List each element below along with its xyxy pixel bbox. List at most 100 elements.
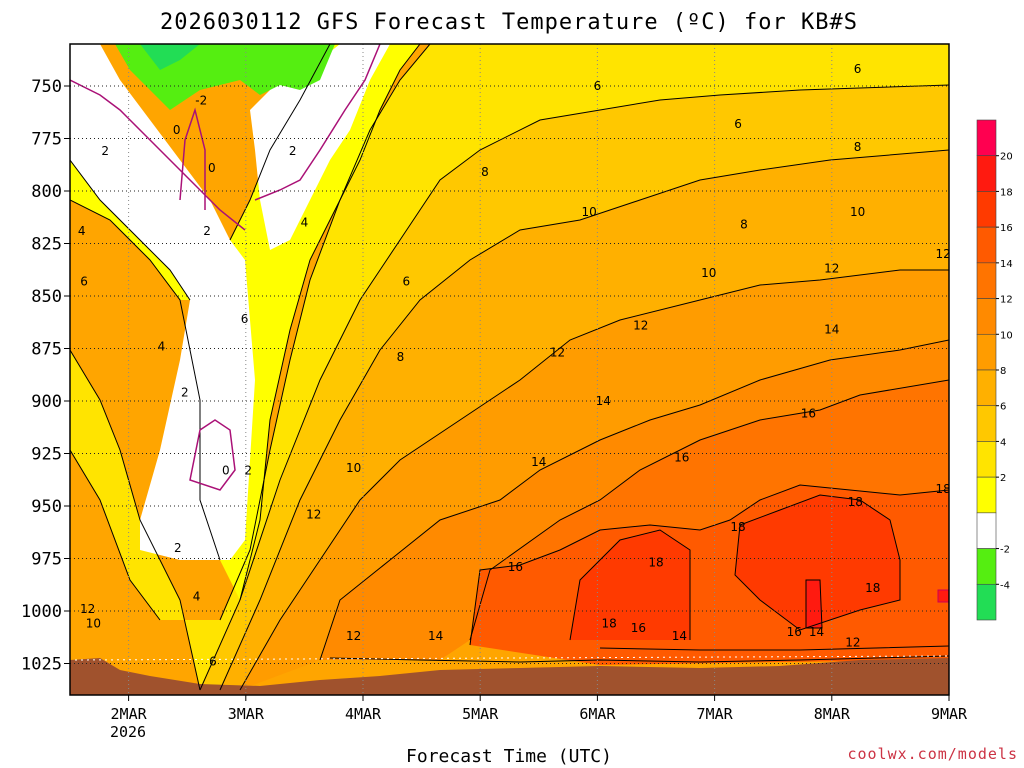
- fill-22: [806, 580, 822, 628]
- y-tick-label: 1000: [21, 602, 62, 622]
- contour-label: 2: [244, 463, 252, 477]
- y-axis: 750 775 800 825 850 875 900 925 950 975 1000 1025: [21, 77, 70, 675]
- fill-22b: [938, 590, 949, 602]
- colorbar-label: 12: [1000, 295, 1013, 306]
- contour-label: 10: [86, 617, 101, 631]
- contour-label: 10: [701, 266, 716, 280]
- contour-label: 12: [306, 507, 321, 521]
- contour-label: 8: [397, 350, 405, 364]
- y-tick-label: 975: [31, 550, 62, 570]
- colorbar-swatch: [977, 334, 996, 370]
- colorbar-label: 18: [1000, 187, 1013, 198]
- colorbar-swatch: [977, 156, 996, 192]
- contour-label: 12: [550, 346, 565, 360]
- colorbar: -4 -2 2 4 6 8 10 12 14 16 18 20: [977, 120, 1013, 620]
- contour-label: 12: [824, 262, 839, 276]
- credit-text: coolwx.com/models: [847, 745, 1018, 763]
- x-tick-label: 3MAR: [228, 705, 265, 723]
- contour-label: 14: [809, 625, 824, 639]
- x-tick-label: 7MAR: [697, 705, 734, 723]
- contour-label: 12: [633, 318, 648, 332]
- contour-label: 10: [346, 461, 361, 475]
- contour-label: 2: [101, 144, 109, 158]
- contour-label: 18: [648, 556, 663, 570]
- y-tick-label: 1025: [21, 655, 62, 675]
- x-axis-label: Forecast Time (UTC): [406, 746, 612, 767]
- contour-label: 12: [346, 629, 361, 643]
- contour-label: 2: [203, 224, 211, 238]
- colorbar-label: 2: [1000, 473, 1006, 484]
- contour-label: 16: [801, 407, 816, 421]
- temperature-chart: 2026030112 GFS Forecast Temperature (ºC)…: [0, 0, 1024, 768]
- x-tick-label: 8MAR: [814, 705, 851, 723]
- contour-label: 14: [672, 629, 687, 643]
- contour-label: 10: [850, 205, 865, 219]
- contour-label: 6: [403, 274, 411, 288]
- contour-label: 4: [158, 339, 166, 353]
- colorbar-swatch: [977, 191, 996, 227]
- x-tick-label: 4MAR: [345, 705, 382, 723]
- x-tick-label: 9MAR: [931, 705, 968, 723]
- contour-label: 18: [730, 520, 745, 534]
- contour-label: 16: [508, 560, 523, 574]
- contour-label: 16: [631, 621, 646, 635]
- colorbar-swatch: [977, 513, 996, 549]
- x-year-label: 2026: [110, 723, 146, 741]
- contour-label: 4: [301, 216, 309, 230]
- colorbar-label: 8: [1000, 366, 1006, 377]
- contour-label: 2: [289, 144, 297, 158]
- contour-label: 6: [241, 312, 249, 326]
- y-tick-label: 925: [31, 445, 62, 465]
- contour-label: 6: [854, 62, 862, 76]
- contour-label: 4: [78, 224, 86, 238]
- contour-label: 0: [222, 463, 230, 477]
- contour-label: 12: [80, 602, 95, 616]
- contour-label: 14: [531, 455, 546, 469]
- contour-label: 16: [674, 451, 689, 465]
- y-tick-label: 900: [31, 392, 62, 412]
- colorbar-swatch: [977, 120, 996, 156]
- colorbar-label: 4: [1000, 437, 1006, 448]
- colorbar-label: 6: [1000, 402, 1006, 413]
- contour-label: 6: [209, 654, 217, 668]
- x-axis: 2MAR 3MAR 4MAR 5MAR 6MAR 7MAR 8MAR 9MAR: [111, 695, 968, 723]
- x-tick-label: 2MAR: [111, 705, 148, 723]
- contour-label: 12: [845, 636, 860, 650]
- colorbar-swatch: [977, 584, 996, 620]
- x-tick-label: 6MAR: [579, 705, 616, 723]
- colorbar-label: 10: [1000, 330, 1013, 341]
- colorbar-label: 14: [1000, 259, 1013, 270]
- colorbar-swatch: [977, 227, 996, 263]
- contour-label: 0: [173, 123, 181, 137]
- chart-title: 2026030112 GFS Forecast Temperature (ºC)…: [160, 10, 858, 35]
- contour-label: 8: [481, 165, 489, 179]
- colorbar-swatch: [977, 299, 996, 335]
- y-tick-label: 850: [31, 287, 62, 307]
- contour-label: 4: [193, 589, 201, 603]
- colorbar-swatch: [977, 406, 996, 442]
- contour-label: 14: [824, 323, 839, 337]
- contour-label: 14: [596, 394, 611, 408]
- y-tick-label: 775: [31, 130, 62, 150]
- contour-label: 14: [428, 629, 443, 643]
- y-tick-label: 800: [31, 182, 62, 202]
- colorbar-label: -4: [1000, 580, 1010, 591]
- colorbar-swatch: [977, 441, 996, 477]
- contour-label: 0: [208, 161, 216, 175]
- contour-label: 10: [582, 205, 597, 219]
- colorbar-swatch: [977, 263, 996, 299]
- x-tick-label: 5MAR: [462, 705, 499, 723]
- contour-label: 18: [848, 495, 863, 509]
- contour-label: 18: [601, 617, 616, 631]
- y-tick-label: 875: [31, 340, 62, 360]
- contour-label: 8: [740, 218, 748, 232]
- contour-label: 16: [787, 625, 802, 639]
- colorbar-swatch: [977, 549, 996, 585]
- y-tick-label: 750: [31, 77, 62, 97]
- colorbar-label: -2: [1000, 545, 1010, 556]
- colorbar-label: 16: [1000, 223, 1013, 234]
- colorbar-swatch: [977, 370, 996, 406]
- contour-label: 8: [854, 140, 862, 154]
- y-tick-label: 825: [31, 235, 62, 255]
